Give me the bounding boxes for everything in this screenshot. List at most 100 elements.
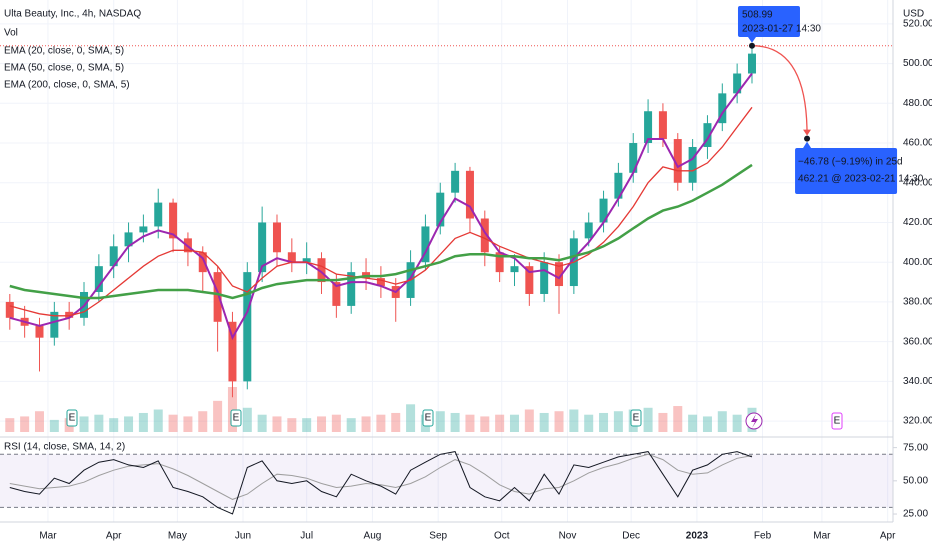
x-tick-label: Mar (813, 531, 831, 542)
volume-bar (287, 418, 297, 432)
volume-bar (702, 416, 712, 432)
ema-line (9, 106, 753, 317)
x-tick-label: May (168, 531, 187, 542)
candle-body (228, 321, 237, 382)
volume-bar (34, 411, 44, 432)
candle-body (287, 252, 296, 263)
start-box (737, 6, 800, 37)
volume-bar (272, 416, 282, 432)
x-tick-label: Mar (39, 531, 57, 542)
volume-bar (213, 400, 223, 432)
volume-bar (554, 411, 564, 432)
x-tick-label: Aug (364, 531, 382, 542)
volume-bar (5, 418, 15, 432)
earnings-icon (831, 412, 843, 430)
volume-bar (198, 411, 208, 432)
ema-line (9, 72, 753, 341)
volume-bar (465, 414, 475, 432)
volume-bar (183, 416, 193, 432)
x-tick-label: Oct (494, 531, 510, 542)
chart-title: Ulta Beauty, Inc., 4h, NASDAQ (4, 9, 141, 20)
candle-body (139, 226, 148, 233)
earnings-label: E (233, 413, 240, 424)
volume-bar (346, 418, 356, 432)
y-tick-label: 380.00 (903, 297, 932, 308)
volume-bar (673, 406, 683, 432)
candle-body (302, 258, 311, 263)
projection-arrow (751, 45, 808, 135)
legend: Ulta Beauty, Inc., 4h, NASDAQ Vol EMA (2… (4, 9, 924, 453)
volume-bar (361, 416, 371, 432)
volume-bar (49, 419, 59, 432)
candle-body (688, 146, 697, 183)
candle-body (629, 143, 638, 173)
volume-bar (331, 414, 341, 432)
volume-bar (257, 414, 267, 432)
candle-body (525, 266, 534, 294)
volume-bar (124, 416, 134, 432)
rsi-band (0, 454, 893, 508)
candle-body (317, 258, 326, 283)
start-pointer (747, 37, 756, 43)
candle-body (673, 139, 682, 183)
candle-body (436, 192, 445, 227)
y-tick-label: 340.00 (903, 376, 932, 387)
change-label: −46.78 (−9.19%) in 25d (798, 157, 903, 168)
y-tick-label: 420.00 (903, 217, 932, 228)
volume-bar (524, 409, 534, 432)
volume-bar (20, 416, 30, 432)
y-tick-label: 460.00 (903, 138, 932, 149)
volume-bar (153, 409, 163, 432)
candle-body (421, 226, 430, 263)
volume-bar (643, 407, 653, 432)
volume-bar (658, 412, 668, 432)
candle-body (94, 266, 103, 292)
legend-ema: EMA (200, close, 0, SMA, 5) (4, 80, 130, 91)
candle-body (451, 170, 460, 193)
candle-body (718, 93, 727, 124)
candle-body (109, 246, 118, 267)
candle-body (510, 266, 519, 273)
legend-volume: Vol (4, 28, 18, 39)
candle-body (658, 111, 667, 140)
candle-body (614, 172, 623, 199)
candle-body (376, 278, 385, 287)
volume-bar (376, 414, 386, 432)
ema-line (9, 163, 753, 300)
x-tick-label: Jun (235, 531, 251, 542)
x-tick-label: Jul (300, 531, 313, 542)
candle-body (347, 272, 356, 306)
volume-bar (688, 414, 698, 432)
candle-body (50, 311, 59, 338)
legend-ema: EMA (50, close, 0, SMA, 5) (4, 63, 124, 74)
legend-rsi: RSI (14, close, SMA, 14, 2) (4, 442, 125, 453)
axes: 320.00 340.00 360.00 380.00 400.00 420.00 440.… (39, 18, 932, 541)
x-tick-label: Nov (559, 531, 577, 542)
rsi-layer (0, 451, 893, 515)
x-tick-label: Dec (622, 531, 640, 542)
x-tick-label: Feb (754, 531, 772, 542)
start-point (748, 42, 755, 49)
rsi-tick-label: 50.00 (903, 475, 928, 486)
volume-bar (539, 412, 549, 432)
end-pointer (803, 141, 812, 148)
candle-body (213, 272, 222, 322)
volume-bar (391, 412, 401, 432)
earnings-icon (230, 409, 242, 427)
earnings-icon (630, 409, 642, 427)
end-box (795, 148, 898, 194)
candle-body (198, 252, 207, 273)
y-tick-label: 480.00 (903, 98, 932, 109)
volume-bar (569, 409, 579, 432)
volume-bar (242, 407, 252, 432)
candle-body (169, 202, 178, 239)
candle-body (480, 218, 489, 253)
candle-body (733, 73, 742, 94)
y-tick-label: 500.00 (903, 58, 932, 69)
start-price: 508.99 (742, 10, 773, 21)
volume-bar (435, 411, 445, 432)
volume-bar (109, 418, 119, 432)
candle-body (555, 262, 564, 287)
volume-bar (79, 416, 89, 432)
